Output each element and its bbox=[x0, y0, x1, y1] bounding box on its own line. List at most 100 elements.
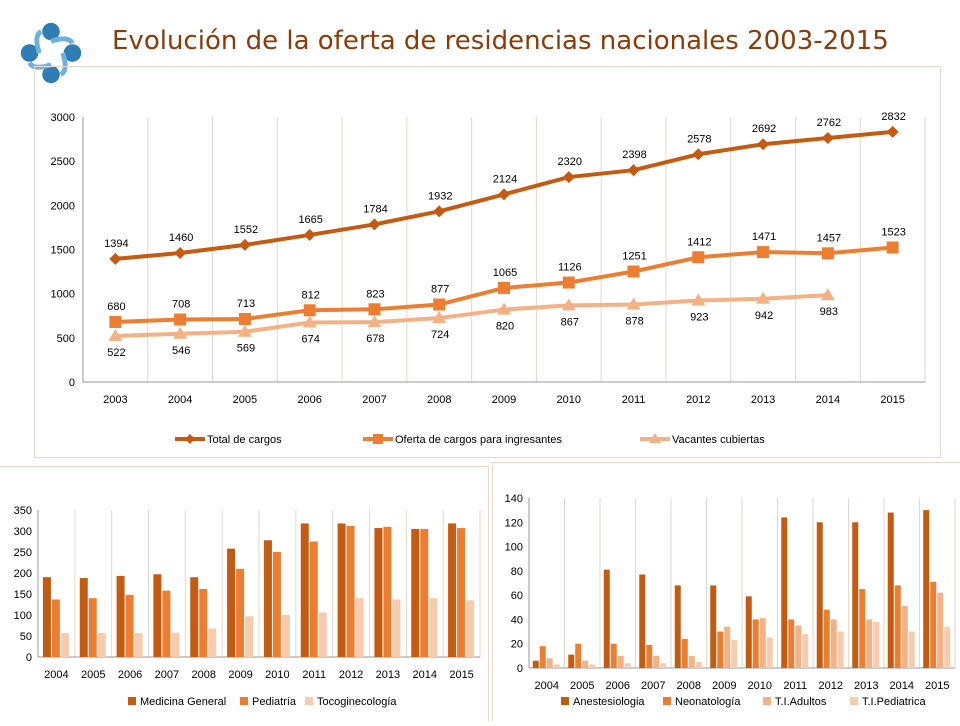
data-point bbox=[368, 303, 381, 316]
x-tick-label: 2012 bbox=[339, 669, 363, 681]
bar bbox=[582, 660, 589, 668]
y-tick-label: 50 bbox=[20, 631, 32, 643]
data-label: 674 bbox=[302, 333, 320, 345]
x-tick-label: 2013 bbox=[376, 669, 400, 681]
data-point bbox=[432, 311, 447, 324]
x-tick-label: 2006 bbox=[118, 669, 142, 681]
bar bbox=[724, 626, 731, 668]
data-point bbox=[562, 276, 575, 289]
bar bbox=[646, 644, 653, 668]
bar bbox=[866, 619, 873, 668]
bar bbox=[420, 528, 429, 657]
logo-icon bbox=[20, 22, 82, 84]
data-point bbox=[757, 138, 770, 151]
legend-swatch bbox=[305, 697, 313, 705]
x-tick-label: 2015 bbox=[880, 394, 904, 406]
data-point bbox=[109, 315, 122, 328]
bar bbox=[823, 609, 830, 668]
bar bbox=[125, 594, 134, 657]
data-label: 867 bbox=[561, 316, 579, 328]
y-tick-label: 0 bbox=[69, 377, 75, 389]
data-label: 2692 bbox=[752, 123, 776, 135]
bar bbox=[281, 615, 290, 657]
bar bbox=[227, 548, 236, 657]
data-point bbox=[238, 313, 251, 326]
bar bbox=[717, 631, 724, 668]
series-3: 522 546 569 674 678 724 820 867 878 923 942 983 bbox=[107, 288, 838, 359]
bar bbox=[429, 598, 438, 657]
bar bbox=[346, 525, 355, 657]
x-tick-label: 2014 bbox=[890, 680, 914, 692]
bar bbox=[802, 634, 809, 668]
bar bbox=[575, 643, 582, 668]
legend-label: Neonatología bbox=[675, 696, 741, 708]
legend-entry: Total de cargos bbox=[175, 434, 282, 446]
x-tick-label: 2004 bbox=[44, 669, 68, 681]
data-label: 569 bbox=[237, 343, 255, 355]
bar bbox=[674, 585, 681, 668]
bar bbox=[466, 600, 475, 657]
bar bbox=[374, 528, 383, 657]
data-point bbox=[821, 247, 834, 260]
data-label: 1394 bbox=[104, 238, 128, 250]
bar bbox=[309, 541, 318, 657]
x-tick-label: 2009 bbox=[228, 669, 252, 681]
y-tick-label: 100 bbox=[14, 610, 32, 622]
bar bbox=[153, 574, 162, 657]
data-point bbox=[821, 132, 834, 145]
y-tick-label: 40 bbox=[511, 614, 523, 626]
legend-entry: Neonatología bbox=[663, 696, 741, 708]
x-tick-label: 2006 bbox=[297, 394, 321, 406]
bar bbox=[546, 658, 553, 668]
bar bbox=[553, 664, 560, 668]
x-tick-label: 2014 bbox=[413, 669, 437, 681]
series-2: 680 708 713 812 823 877 1065 1126 1251 1412 1471 14… bbox=[107, 226, 906, 328]
y-tick-label: 60 bbox=[511, 590, 523, 602]
data-point bbox=[562, 171, 575, 184]
data-label: 1552 bbox=[234, 224, 258, 236]
bar bbox=[923, 510, 930, 668]
data-label: 812 bbox=[302, 289, 320, 301]
x-tick-label: 2012 bbox=[819, 680, 843, 692]
data-label: 877 bbox=[431, 284, 449, 296]
series-line bbox=[115, 293, 828, 338]
data-label: 708 bbox=[172, 298, 190, 310]
data-point bbox=[433, 298, 446, 311]
y-tick-label: 500 bbox=[57, 333, 75, 345]
bar-series-2 bbox=[51, 525, 466, 657]
bar bbox=[759, 618, 766, 668]
legend-label: Anestesiologia bbox=[573, 696, 645, 708]
data-point bbox=[626, 297, 641, 310]
bar bbox=[199, 588, 208, 657]
legend-swatch bbox=[663, 697, 671, 705]
x-tick-label: 2007 bbox=[362, 394, 386, 406]
legend-label: T.I.Adultos bbox=[775, 696, 827, 708]
y-tick-label: 150 bbox=[14, 589, 32, 601]
legend-swatch bbox=[128, 697, 136, 705]
bar bbox=[830, 619, 837, 668]
data-label: 1471 bbox=[752, 231, 776, 243]
data-point bbox=[303, 228, 316, 241]
y-tick-label: 140 bbox=[505, 493, 523, 505]
bar bbox=[134, 633, 143, 657]
bar bbox=[60, 633, 69, 657]
bar bbox=[88, 598, 97, 657]
legend-entry: Medicina General bbox=[128, 696, 226, 708]
x-tick-label: 2005 bbox=[81, 669, 105, 681]
bar bbox=[837, 631, 844, 668]
data-label: 2124 bbox=[493, 173, 517, 185]
y-tick-label: 3000 bbox=[51, 112, 75, 124]
x-tick-label: 2013 bbox=[751, 394, 775, 406]
data-point bbox=[691, 293, 706, 306]
data-label: 2762 bbox=[817, 117, 841, 129]
x-tick-label: 2005 bbox=[233, 394, 257, 406]
y-tick-label: 350 bbox=[14, 505, 32, 517]
bar bbox=[944, 626, 951, 668]
bar bbox=[795, 625, 802, 668]
bar bbox=[901, 606, 908, 668]
x-tick-label: 2011 bbox=[783, 680, 807, 692]
legend-swatch bbox=[850, 697, 858, 705]
bar bbox=[411, 528, 420, 657]
legend-label: Total de cargos bbox=[207, 434, 282, 446]
data-label: 942 bbox=[755, 310, 773, 322]
